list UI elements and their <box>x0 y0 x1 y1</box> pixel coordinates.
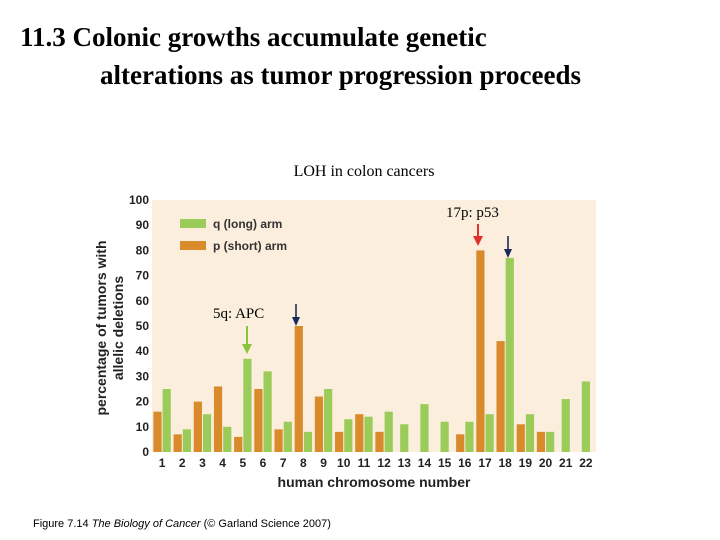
bar-p-arm-chr-3 <box>193 401 202 452</box>
bar-q-arm-chr-14 <box>420 404 429 452</box>
x-axis-label: human chromosome number <box>278 474 471 490</box>
x-tick-label: 7 <box>280 456 287 470</box>
bar-p-arm-chr-2 <box>173 434 182 452</box>
y-tick-label: 60 <box>136 294 150 308</box>
x-tick-label: 20 <box>539 456 553 470</box>
bar-q-arm-chr-8 <box>303 431 313 452</box>
figure-caption: Figure 7.14 The Biology of Cancer (© Gar… <box>33 518 331 530</box>
bar-q-arm-chr-5 <box>243 358 252 452</box>
arrow-17p-red <box>473 224 483 246</box>
x-tick-label: 21 <box>559 456 573 470</box>
x-tick-label: 3 <box>199 456 206 470</box>
x-tick-label: 14 <box>418 456 432 470</box>
x-tick-label: 17 <box>478 456 492 470</box>
caption-suffix: (© Garland Science 2007) <box>200 518 331 530</box>
bar-q-arm-chr-10 <box>344 419 353 452</box>
chart-title: LOH in colon cancers <box>293 163 435 180</box>
x-tick-label: 2 <box>179 456 186 470</box>
x-tick-label: 1 <box>159 456 166 470</box>
annotation-17p-p53: 17p: p53 <box>446 205 499 221</box>
bar-q-arm-chr-12 <box>384 411 393 452</box>
arrow-5q-dark <box>292 304 300 326</box>
bar-p-arm-chr-18 <box>496 341 505 452</box>
y-tick-label: 80 <box>136 243 150 257</box>
title-line-2: alterations as tumor progression proceed… <box>100 60 581 90</box>
bar-p-arm-chr-9 <box>314 396 324 452</box>
bar-p-arm-chr-1 <box>153 411 162 452</box>
bar-p-arm-chr-8 <box>294 326 303 452</box>
y-tick-label: 10 <box>136 420 150 434</box>
x-tick-label: 9 <box>320 456 327 470</box>
bar-p-arm-chr-6 <box>254 389 263 452</box>
bar-q-arm-chr-6 <box>263 371 272 452</box>
y-tick-label: 0 <box>142 445 149 459</box>
x-tick-label: 5 <box>239 456 246 470</box>
x-tick-label: 19 <box>519 456 533 470</box>
x-tick-label: 4 <box>219 456 226 470</box>
bar-q-arm-chr-11 <box>364 416 373 452</box>
bar-p-arm-chr-10 <box>335 431 344 452</box>
slide-title: 11.3 Colonic growths accumulate genetic … <box>20 18 581 94</box>
bar-p-arm-chr-11 <box>355 414 364 452</box>
y-tick-label: 90 <box>136 218 150 232</box>
bar-q-arm-chr-3 <box>202 414 212 452</box>
bar-q-arm-chr-18 <box>505 257 514 452</box>
x-tick-label: 6 <box>260 456 267 470</box>
caption-prefix: Figure 7.14 <box>33 518 92 530</box>
y-tick-label: 100 <box>129 193 149 207</box>
bar-q-arm-chr-21 <box>561 399 570 452</box>
x-tick-label: 12 <box>377 456 391 470</box>
y-axis-label-line-1: percentage of tumors with <box>93 240 109 415</box>
bar-q-arm-chr-20 <box>546 431 555 452</box>
bar-p-arm-chr-5 <box>234 436 243 452</box>
x-tick-label: 15 <box>438 456 452 470</box>
x-tick-label: 22 <box>579 456 593 470</box>
y-tick-label: 20 <box>136 395 150 409</box>
bar-p-arm-chr-19 <box>516 424 525 452</box>
y-tick-label: 50 <box>136 319 150 333</box>
bar-p-arm-chr-20 <box>536 431 546 452</box>
bar-q-arm-chr-7 <box>283 421 292 452</box>
legend-q-swatch <box>180 219 206 228</box>
bar-q-arm-chr-4 <box>223 426 232 452</box>
x-tick-label: 10 <box>337 456 351 470</box>
bar-q-arm-chr-1 <box>162 389 171 452</box>
title-line-1: 11.3 Colonic growths accumulate genetic <box>20 22 487 52</box>
y-tick-label: 30 <box>136 369 150 383</box>
caption-book-title: The Biology of Cancer <box>91 518 201 530</box>
bar-q-arm-chr-19 <box>525 414 535 452</box>
bar-q-arm-chr-22 <box>581 381 591 452</box>
bar-q-arm-chr-9 <box>324 389 333 452</box>
bar-p-arm-chr-12 <box>375 431 384 452</box>
bar-q-arm-chr-2 <box>182 429 191 452</box>
legend-p-swatch <box>180 241 206 250</box>
annotation-5q-apc: 5q: APC <box>213 306 264 322</box>
bar-q-arm-chr-17 <box>485 414 494 452</box>
bar-p-arm-chr-16 <box>456 434 465 452</box>
bar-p-arm-chr-7 <box>274 429 283 452</box>
plot-background <box>152 200 596 452</box>
bar-q-arm-chr-15 <box>440 421 449 452</box>
y-tick-label: 70 <box>136 269 150 283</box>
x-tick-label: 8 <box>300 456 307 470</box>
arrow-17-dark <box>504 236 512 258</box>
bar-p-arm-chr-4 <box>213 386 223 452</box>
bar-p-arm-chr-17 <box>476 250 485 452</box>
legend-q-label: q (long) arm <box>213 217 282 231</box>
arrow-5q-green <box>242 326 252 354</box>
y-tick-label: 40 <box>136 344 150 358</box>
bar-q-arm-chr-13 <box>400 424 409 452</box>
x-tick-label: 16 <box>458 456 472 470</box>
y-axis-label-line-2: allelic deletions <box>110 276 126 380</box>
bar-q-arm-chr-16 <box>465 421 474 452</box>
x-tick-label: 13 <box>398 456 412 470</box>
legend-p-label: p (short) arm <box>213 239 287 253</box>
x-tick-label: 18 <box>499 456 513 470</box>
x-tick-label: 11 <box>358 456 371 470</box>
